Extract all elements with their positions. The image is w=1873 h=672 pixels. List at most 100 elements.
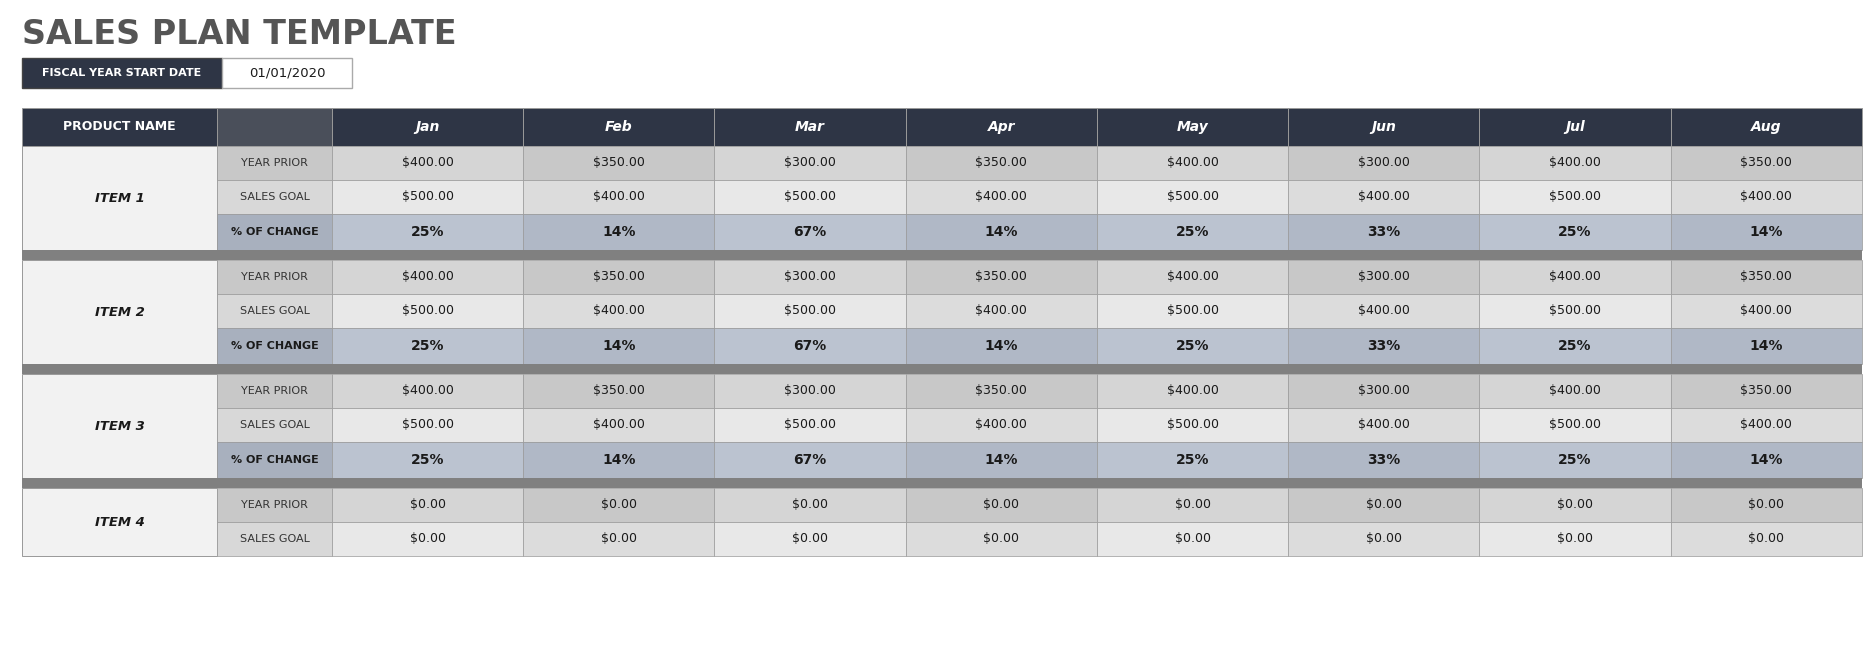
Bar <box>523 408 714 442</box>
Text: $500.00: $500.00 <box>1549 304 1600 317</box>
Bar <box>217 294 332 328</box>
Text: PRODUCT NAME: PRODUCT NAME <box>64 120 176 134</box>
Text: 14%: 14% <box>983 453 1017 467</box>
Text: $0.00: $0.00 <box>1748 499 1783 511</box>
Bar <box>1671 108 1862 146</box>
Bar <box>714 374 905 408</box>
Text: 14%: 14% <box>601 453 635 467</box>
Bar <box>22 146 217 250</box>
Bar <box>1478 374 1671 408</box>
Text: 14%: 14% <box>601 225 635 239</box>
Text: $350.00: $350.00 <box>592 271 644 284</box>
Text: Jan: Jan <box>416 120 440 134</box>
Text: 25%: 25% <box>410 339 444 353</box>
Bar <box>217 260 332 294</box>
Text: $300.00: $300.00 <box>783 271 835 284</box>
Bar <box>905 328 1096 364</box>
Bar <box>523 108 714 146</box>
Text: $400.00: $400.00 <box>1740 304 1791 317</box>
Bar <box>1287 294 1478 328</box>
Text: 25%: 25% <box>1558 225 1590 239</box>
Bar <box>1478 328 1671 364</box>
Text: $0.00: $0.00 <box>1174 532 1210 546</box>
Bar <box>22 250 1862 260</box>
Bar <box>1478 408 1671 442</box>
Text: ITEM 2: ITEM 2 <box>94 306 144 319</box>
Text: $300.00: $300.00 <box>1358 157 1408 169</box>
Bar <box>217 522 332 556</box>
Bar <box>22 488 217 556</box>
Text: $400.00: $400.00 <box>592 304 644 317</box>
Text: $300.00: $300.00 <box>1358 271 1408 284</box>
Bar <box>1478 108 1671 146</box>
Text: May: May <box>1176 120 1208 134</box>
Text: $350.00: $350.00 <box>976 384 1026 398</box>
Bar <box>1287 180 1478 214</box>
Bar <box>523 522 714 556</box>
Text: $0.00: $0.00 <box>1556 499 1592 511</box>
Text: Feb: Feb <box>605 120 633 134</box>
Bar <box>332 180 523 214</box>
Text: Jun: Jun <box>1371 120 1395 134</box>
Text: $350.00: $350.00 <box>592 384 644 398</box>
Text: $400.00: $400.00 <box>1549 157 1600 169</box>
Text: 67%: 67% <box>792 453 826 467</box>
Text: Aug: Aug <box>1749 120 1781 134</box>
Text: $500.00: $500.00 <box>1549 190 1600 204</box>
Text: YEAR PRIOR: YEAR PRIOR <box>242 386 307 396</box>
Text: $350.00: $350.00 <box>1740 157 1791 169</box>
Bar <box>523 214 714 250</box>
Text: $350.00: $350.00 <box>1740 271 1791 284</box>
Bar <box>1096 442 1287 478</box>
Text: 25%: 25% <box>1174 339 1208 353</box>
Bar <box>1671 180 1862 214</box>
Bar <box>1478 442 1671 478</box>
Text: 01/01/2020: 01/01/2020 <box>249 67 326 79</box>
Text: Jul: Jul <box>1564 120 1585 134</box>
Bar <box>1478 294 1671 328</box>
Bar <box>523 488 714 522</box>
Bar <box>332 260 523 294</box>
Bar <box>1287 260 1478 294</box>
Bar <box>1287 374 1478 408</box>
Bar <box>714 108 905 146</box>
Bar <box>332 442 523 478</box>
Text: $500.00: $500.00 <box>783 419 835 431</box>
Bar <box>22 478 1862 488</box>
Text: 14%: 14% <box>1749 225 1783 239</box>
Bar <box>714 260 905 294</box>
Bar <box>332 294 523 328</box>
Bar <box>332 108 523 146</box>
Bar <box>523 374 714 408</box>
Text: $400.00: $400.00 <box>1358 419 1408 431</box>
Text: 14%: 14% <box>983 339 1017 353</box>
Bar <box>1671 488 1862 522</box>
Bar <box>1096 408 1287 442</box>
Text: $500.00: $500.00 <box>783 304 835 317</box>
Bar <box>1096 374 1287 408</box>
Text: 14%: 14% <box>1749 453 1783 467</box>
Text: $400.00: $400.00 <box>401 271 453 284</box>
Text: $350.00: $350.00 <box>976 271 1026 284</box>
Text: $400.00: $400.00 <box>1358 190 1408 204</box>
Bar <box>714 442 905 478</box>
Text: $400.00: $400.00 <box>1358 304 1408 317</box>
Bar <box>1287 408 1478 442</box>
Text: $350.00: $350.00 <box>1740 384 1791 398</box>
Bar <box>905 214 1096 250</box>
Bar <box>332 374 523 408</box>
Bar <box>1096 108 1287 146</box>
Text: $0.00: $0.00 <box>983 532 1019 546</box>
Bar <box>22 260 217 364</box>
Text: SALES GOAL: SALES GOAL <box>240 420 309 430</box>
Text: YEAR PRIOR: YEAR PRIOR <box>242 158 307 168</box>
Text: YEAR PRIOR: YEAR PRIOR <box>242 500 307 510</box>
Bar <box>1096 488 1287 522</box>
Bar <box>905 108 1096 146</box>
Bar <box>1096 260 1287 294</box>
Text: 14%: 14% <box>601 339 635 353</box>
Text: $0.00: $0.00 <box>983 499 1019 511</box>
Bar <box>1478 180 1671 214</box>
Text: 33%: 33% <box>1367 339 1399 353</box>
Bar <box>905 180 1096 214</box>
